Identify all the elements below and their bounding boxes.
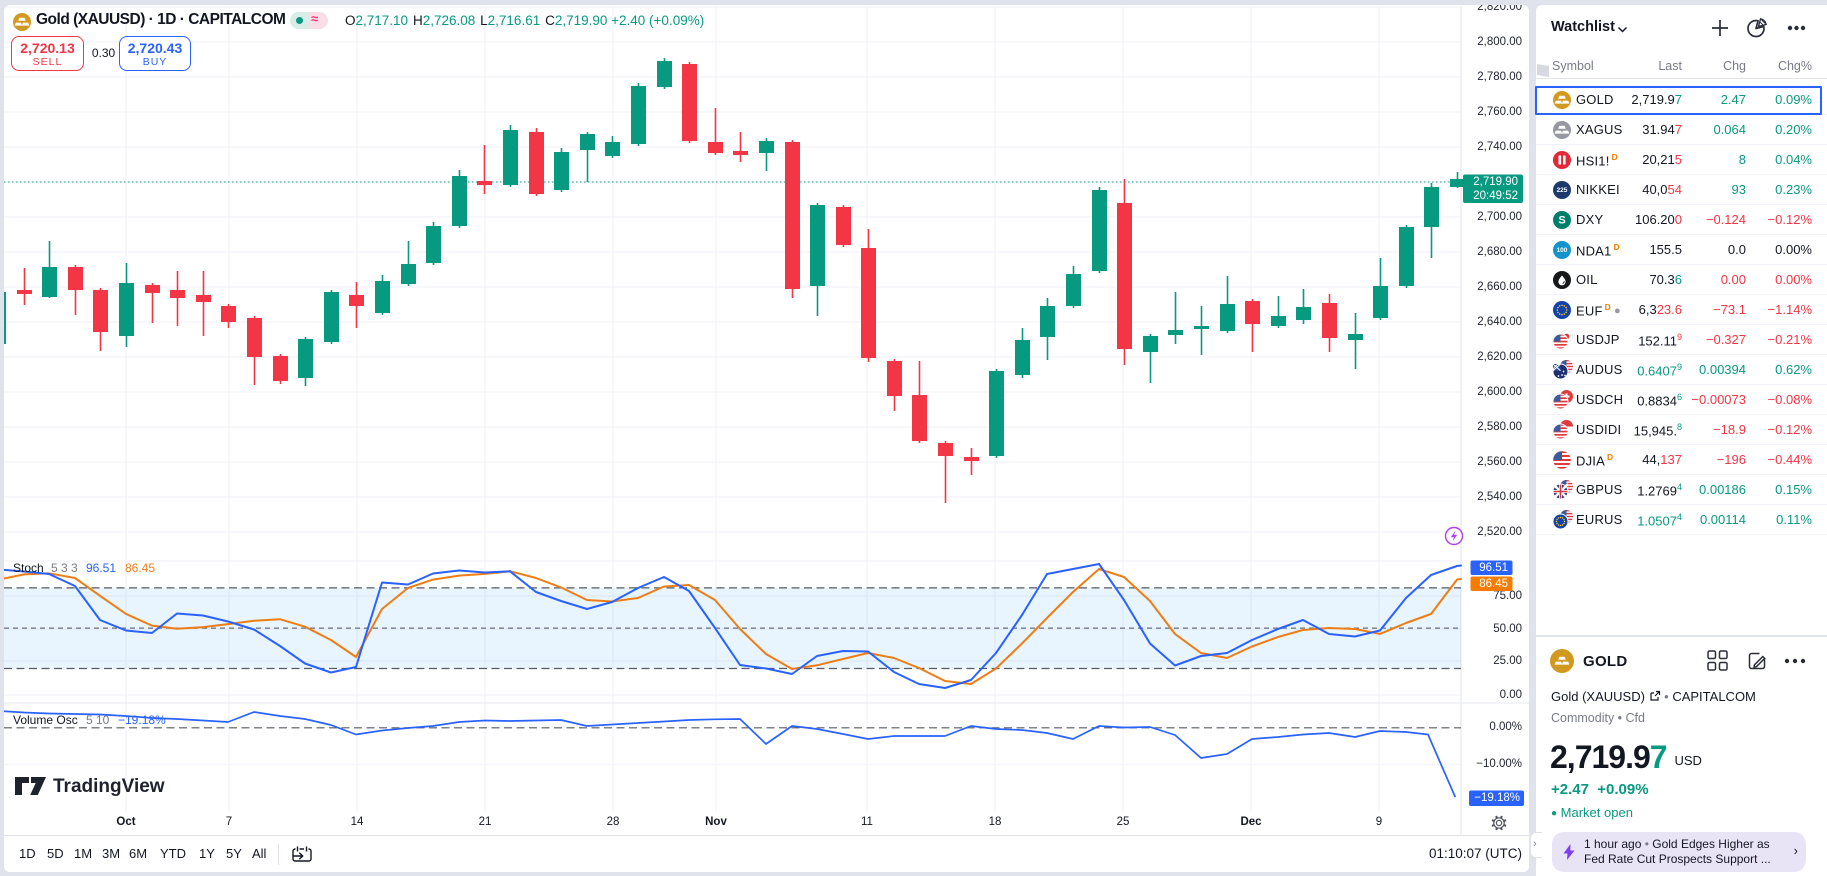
svg-text:11: 11	[861, 816, 873, 828]
svg-text:50.00: 50.00	[1493, 623, 1522, 635]
svg-text:28: 28	[607, 816, 620, 828]
svg-text:2,660.00: 2,660.00	[1477, 281, 1522, 293]
svg-text:Volume Osc: Volume Osc	[13, 713, 78, 727]
svg-text:2,700.00: 2,700.00	[1477, 211, 1522, 223]
svg-text:2,640.00: 2,640.00	[1477, 316, 1522, 328]
svg-text:9: 9	[1376, 816, 1382, 828]
svg-text:−19.18%: −19.18%	[118, 713, 166, 727]
svg-text:2,680.00: 2,680.00	[1477, 246, 1522, 258]
svg-text:Stoch: Stoch	[13, 561, 44, 575]
svg-text:20:49:52: 20:49:52	[1473, 190, 1518, 202]
svg-text:25.00: 25.00	[1493, 655, 1522, 667]
svg-text:2,600.00: 2,600.00	[1477, 386, 1522, 398]
svg-text:TradingView: TradingView	[53, 776, 165, 797]
svg-text:5 3 3: 5 3 3	[51, 561, 78, 575]
svg-text:2,540.00: 2,540.00	[1477, 491, 1522, 503]
svg-text:2,580.00: 2,580.00	[1477, 421, 1522, 433]
svg-text:2,520.00: 2,520.00	[1477, 526, 1522, 538]
svg-text:2,560.00: 2,560.00	[1477, 456, 1522, 468]
svg-text:2,780.00: 2,780.00	[1477, 71, 1522, 83]
svg-text:Oct: Oct	[116, 816, 135, 828]
svg-text:Dec: Dec	[1240, 816, 1262, 828]
svg-text:75.00: 75.00	[1493, 590, 1522, 602]
svg-text:Nov: Nov	[705, 816, 727, 828]
svg-text:86.45: 86.45	[1479, 578, 1508, 590]
svg-text:S: S	[1558, 215, 1565, 227]
svg-text:14: 14	[351, 816, 364, 828]
svg-text:96.51: 96.51	[1479, 562, 1508, 574]
svg-text:5 10: 5 10	[86, 713, 110, 727]
svg-text:2,820.00: 2,820.00	[1477, 5, 1522, 13]
svg-text:2,760.00: 2,760.00	[1477, 106, 1522, 118]
svg-text:−19.18%: −19.18%	[1474, 792, 1520, 804]
svg-text:2,800.00: 2,800.00	[1477, 36, 1522, 48]
svg-text:18: 18	[989, 816, 1002, 828]
svg-text:86.45: 86.45	[125, 561, 155, 575]
svg-text:100: 100	[1557, 247, 1568, 254]
svg-text:2,719.90: 2,719.90	[1473, 176, 1518, 188]
svg-text:−10.00%: −10.00%	[1476, 758, 1522, 770]
svg-text:21: 21	[479, 816, 492, 828]
svg-text:2,740.00: 2,740.00	[1477, 141, 1522, 153]
svg-text:0.00: 0.00	[1500, 689, 1522, 701]
svg-text:7: 7	[226, 816, 232, 828]
svg-text:96.51: 96.51	[86, 561, 116, 575]
svg-text:2,620.00: 2,620.00	[1477, 351, 1522, 363]
svg-text:25: 25	[1117, 816, 1130, 828]
svg-text:225: 225	[1557, 187, 1568, 194]
svg-text:0.00%: 0.00%	[1489, 721, 1522, 733]
